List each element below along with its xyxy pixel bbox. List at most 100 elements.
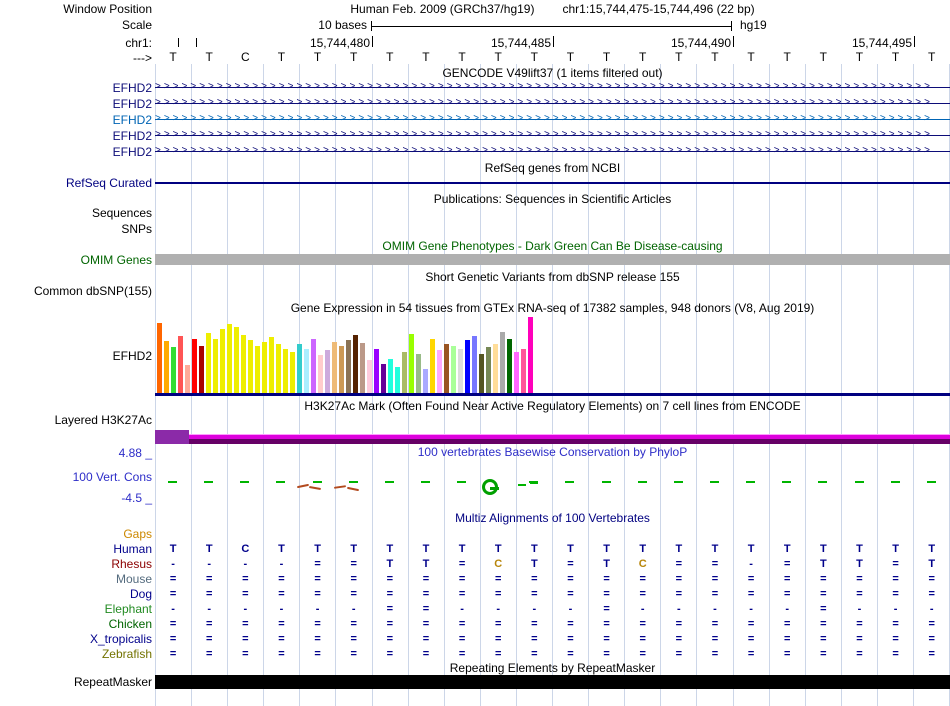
refseq-track-title[interactable]: RefSeq genes from NCBI [484,161,621,175]
gtex-bar[interactable] [346,340,351,393]
gtex-bar[interactable] [178,336,183,393]
gtex-bar[interactable] [157,323,162,393]
gtex-bar[interactable] [521,349,526,393]
gene-intron-arrows[interactable]: >>>>>>>>>>>>>>>>>>>>>>>>>>>>>>>>>>>>>>>>… [155,145,950,158]
gtex-bar[interactable] [227,324,232,393]
gene-intron-arrows[interactable]: >>>>>>>>>>>>>>>>>>>>>>>>>>>>>>>>>>>>>>>>… [155,81,950,94]
gtex-bar[interactable] [486,347,491,393]
gtex-bar[interactable] [367,360,372,393]
gtex-bar[interactable] [185,365,190,393]
gtex-bar[interactable] [269,337,274,393]
gtex-bar[interactable] [360,343,365,393]
omim-track-title[interactable]: OMIM Gene Phenotypes - Dark Green Can Be… [382,239,723,253]
gtex-bar[interactable] [262,342,267,393]
species-label-mouse[interactable]: Mouse [115,572,152,586]
gtex-bar[interactable] [423,369,428,393]
gtex-bar[interactable] [528,317,533,393]
gtex-bar[interactable] [304,349,309,393]
h3k27ac-signal[interactable] [155,430,950,444]
repeatmasker-label[interactable]: RepeatMasker [73,675,152,689]
gtex-bar[interactable] [514,352,519,393]
gtex-bar[interactable] [507,339,512,393]
gtex-bar[interactable] [241,335,246,393]
gtex-bar[interactable] [192,339,197,393]
gencode-track-title[interactable]: GENCODE V49lift37 (1 items filtered out) [442,66,663,80]
gtex-bar[interactable] [437,350,442,393]
common-dbsnp-label[interactable]: Common dbSNP(155) [33,284,152,298]
species-label-dog[interactable]: Dog [129,587,152,601]
repeatmasker-element-bar[interactable] [155,675,950,689]
species-label-elephant[interactable]: Elephant [104,602,152,616]
species-label-gaps[interactable]: Gaps [123,527,152,541]
gtex-bar[interactable] [171,347,176,393]
gtex-track-title[interactable]: Gene Expression in 54 tissues from GTEx … [290,301,815,315]
gtex-bar[interactable] [325,350,330,393]
snps-label[interactable]: SNPs [121,222,152,236]
gtex-bar[interactable] [458,349,463,393]
gene-label[interactable]: EFHD2 [112,145,152,159]
align-row-elephant[interactable]: - - - - - - = = - - - - = - - - - - = - - - [155,602,950,616]
gene-label[interactable]: EFHD2 [112,113,152,127]
gene-label[interactable]: EFHD2 [112,129,152,143]
gtex-bar[interactable] [416,354,421,393]
phylop-conservation-track[interactable] [155,458,950,506]
align-row-zebrafish[interactable]: = = = = = = = = = = = = = = = = = = = = = = [155,647,950,661]
phylop-track-title[interactable]: 100 vertebrates Basewise Conservation by… [417,445,688,459]
gtex-bar[interactable] [199,346,204,393]
sequences-label[interactable]: Sequences [91,206,152,220]
layered-h3k27ac-label[interactable]: Layered H3K27Ac [54,413,152,427]
gene-intron-arrows[interactable]: >>>>>>>>>>>>>>>>>>>>>>>>>>>>>>>>>>>>>>>>… [155,113,950,126]
gene-label[interactable]: EFHD2 [112,81,152,95]
gtex-bar[interactable] [388,359,393,393]
gtex-bar[interactable] [297,344,302,393]
gtex-bar[interactable] [381,364,386,393]
omim-genes-label[interactable]: OMIM Genes [80,253,152,267]
align-row-chicken[interactable]: = = = = = = = = = = = = = = = = = = = = = = [155,617,950,631]
multiz-track-title[interactable]: Multiz Alignments of 100 Vertebrates [455,511,650,525]
gtex-bar[interactable] [213,339,218,393]
species-label-chicken[interactable]: Chicken [108,617,152,631]
repeatmasker-track-title[interactable]: Repeating Elements by RepeatMasker [449,661,656,675]
gtex-bar[interactable] [493,344,498,393]
gtex-bar[interactable] [332,342,337,393]
gtex-bar[interactable] [444,344,449,393]
gtex-bar[interactable] [479,354,484,393]
gtex-bar[interactable] [500,332,505,393]
publications-track-title[interactable]: Publications: Sequences in Scientific Ar… [433,192,672,206]
gtex-bar[interactable] [465,340,470,393]
gtex-bar[interactable] [339,346,344,393]
gene-intron-arrows[interactable]: >>>>>>>>>>>>>>>>>>>>>>>>>>>>>>>>>>>>>>>>… [155,97,950,110]
vert-cons-label[interactable]: 100 Vert. Cons [72,470,152,484]
gtex-bar[interactable] [234,327,239,393]
gtex-bar[interactable] [255,346,260,393]
gtex-bar[interactable] [290,352,295,393]
align-row-dog[interactable]: = = = = = = = = = = = = = = = = = = = = = = [155,587,950,601]
species-label-rhesus[interactable]: Rhesus [111,557,152,571]
gtex-bar[interactable] [409,334,414,393]
species-label-xtropicalis[interactable]: X_tropicalis [89,632,152,646]
gtex-bar[interactable] [430,339,435,393]
gtex-bar[interactable] [276,344,281,393]
gtex-gene-label[interactable]: EFHD2 [112,349,152,363]
h3k27ac-track-title[interactable]: H3K27Ac Mark (Often Found Near Active Re… [304,399,801,413]
gtex-bar[interactable] [318,355,323,393]
gtex-bar[interactable] [164,341,169,393]
gtex-bar[interactable] [353,335,358,393]
align-row-xtropicalis[interactable]: = = = = = = = = = = = = = = = = = = = = = = [155,632,950,646]
gene-label[interactable]: EFHD2 [112,97,152,111]
gtex-bar[interactable] [248,340,253,393]
gtex-bars[interactable] [157,317,533,393]
gtex-bar[interactable] [311,339,316,393]
gtex-bar[interactable] [374,349,379,393]
gtex-bar[interactable] [451,346,456,393]
dbsnp-track-title[interactable]: Short Genetic Variants from dbSNP releas… [425,270,680,284]
gtex-bar[interactable] [220,329,225,393]
species-label-human[interactable]: Human [113,542,152,556]
refseq-curated-label[interactable]: RefSeq Curated [65,176,152,190]
gene-intron-arrows[interactable]: >>>>>>>>>>>>>>>>>>>>>>>>>>>>>>>>>>>>>>>>… [155,129,950,142]
align-row-rhesus[interactable]: - - - - = = T T = C T = T C = = - = T T = T [155,557,950,571]
gtex-bar[interactable] [472,336,477,393]
gtex-bar[interactable] [402,352,407,393]
gtex-expression-chart[interactable] [155,316,950,396]
